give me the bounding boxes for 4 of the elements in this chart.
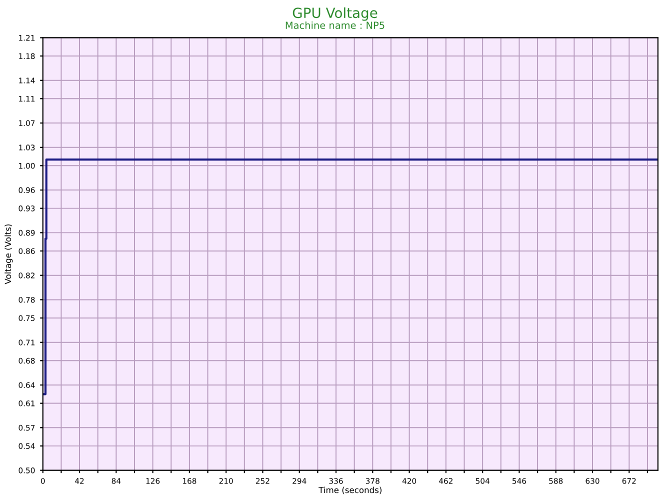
x-axis-title: Time (seconds) <box>318 486 382 494</box>
chart-subtitle: Machine name : NP5 <box>286 21 384 29</box>
chart-title: GPU Voltage <box>292 7 378 21</box>
y-axis-title: Voltage (Volts) <box>4 224 13 284</box>
